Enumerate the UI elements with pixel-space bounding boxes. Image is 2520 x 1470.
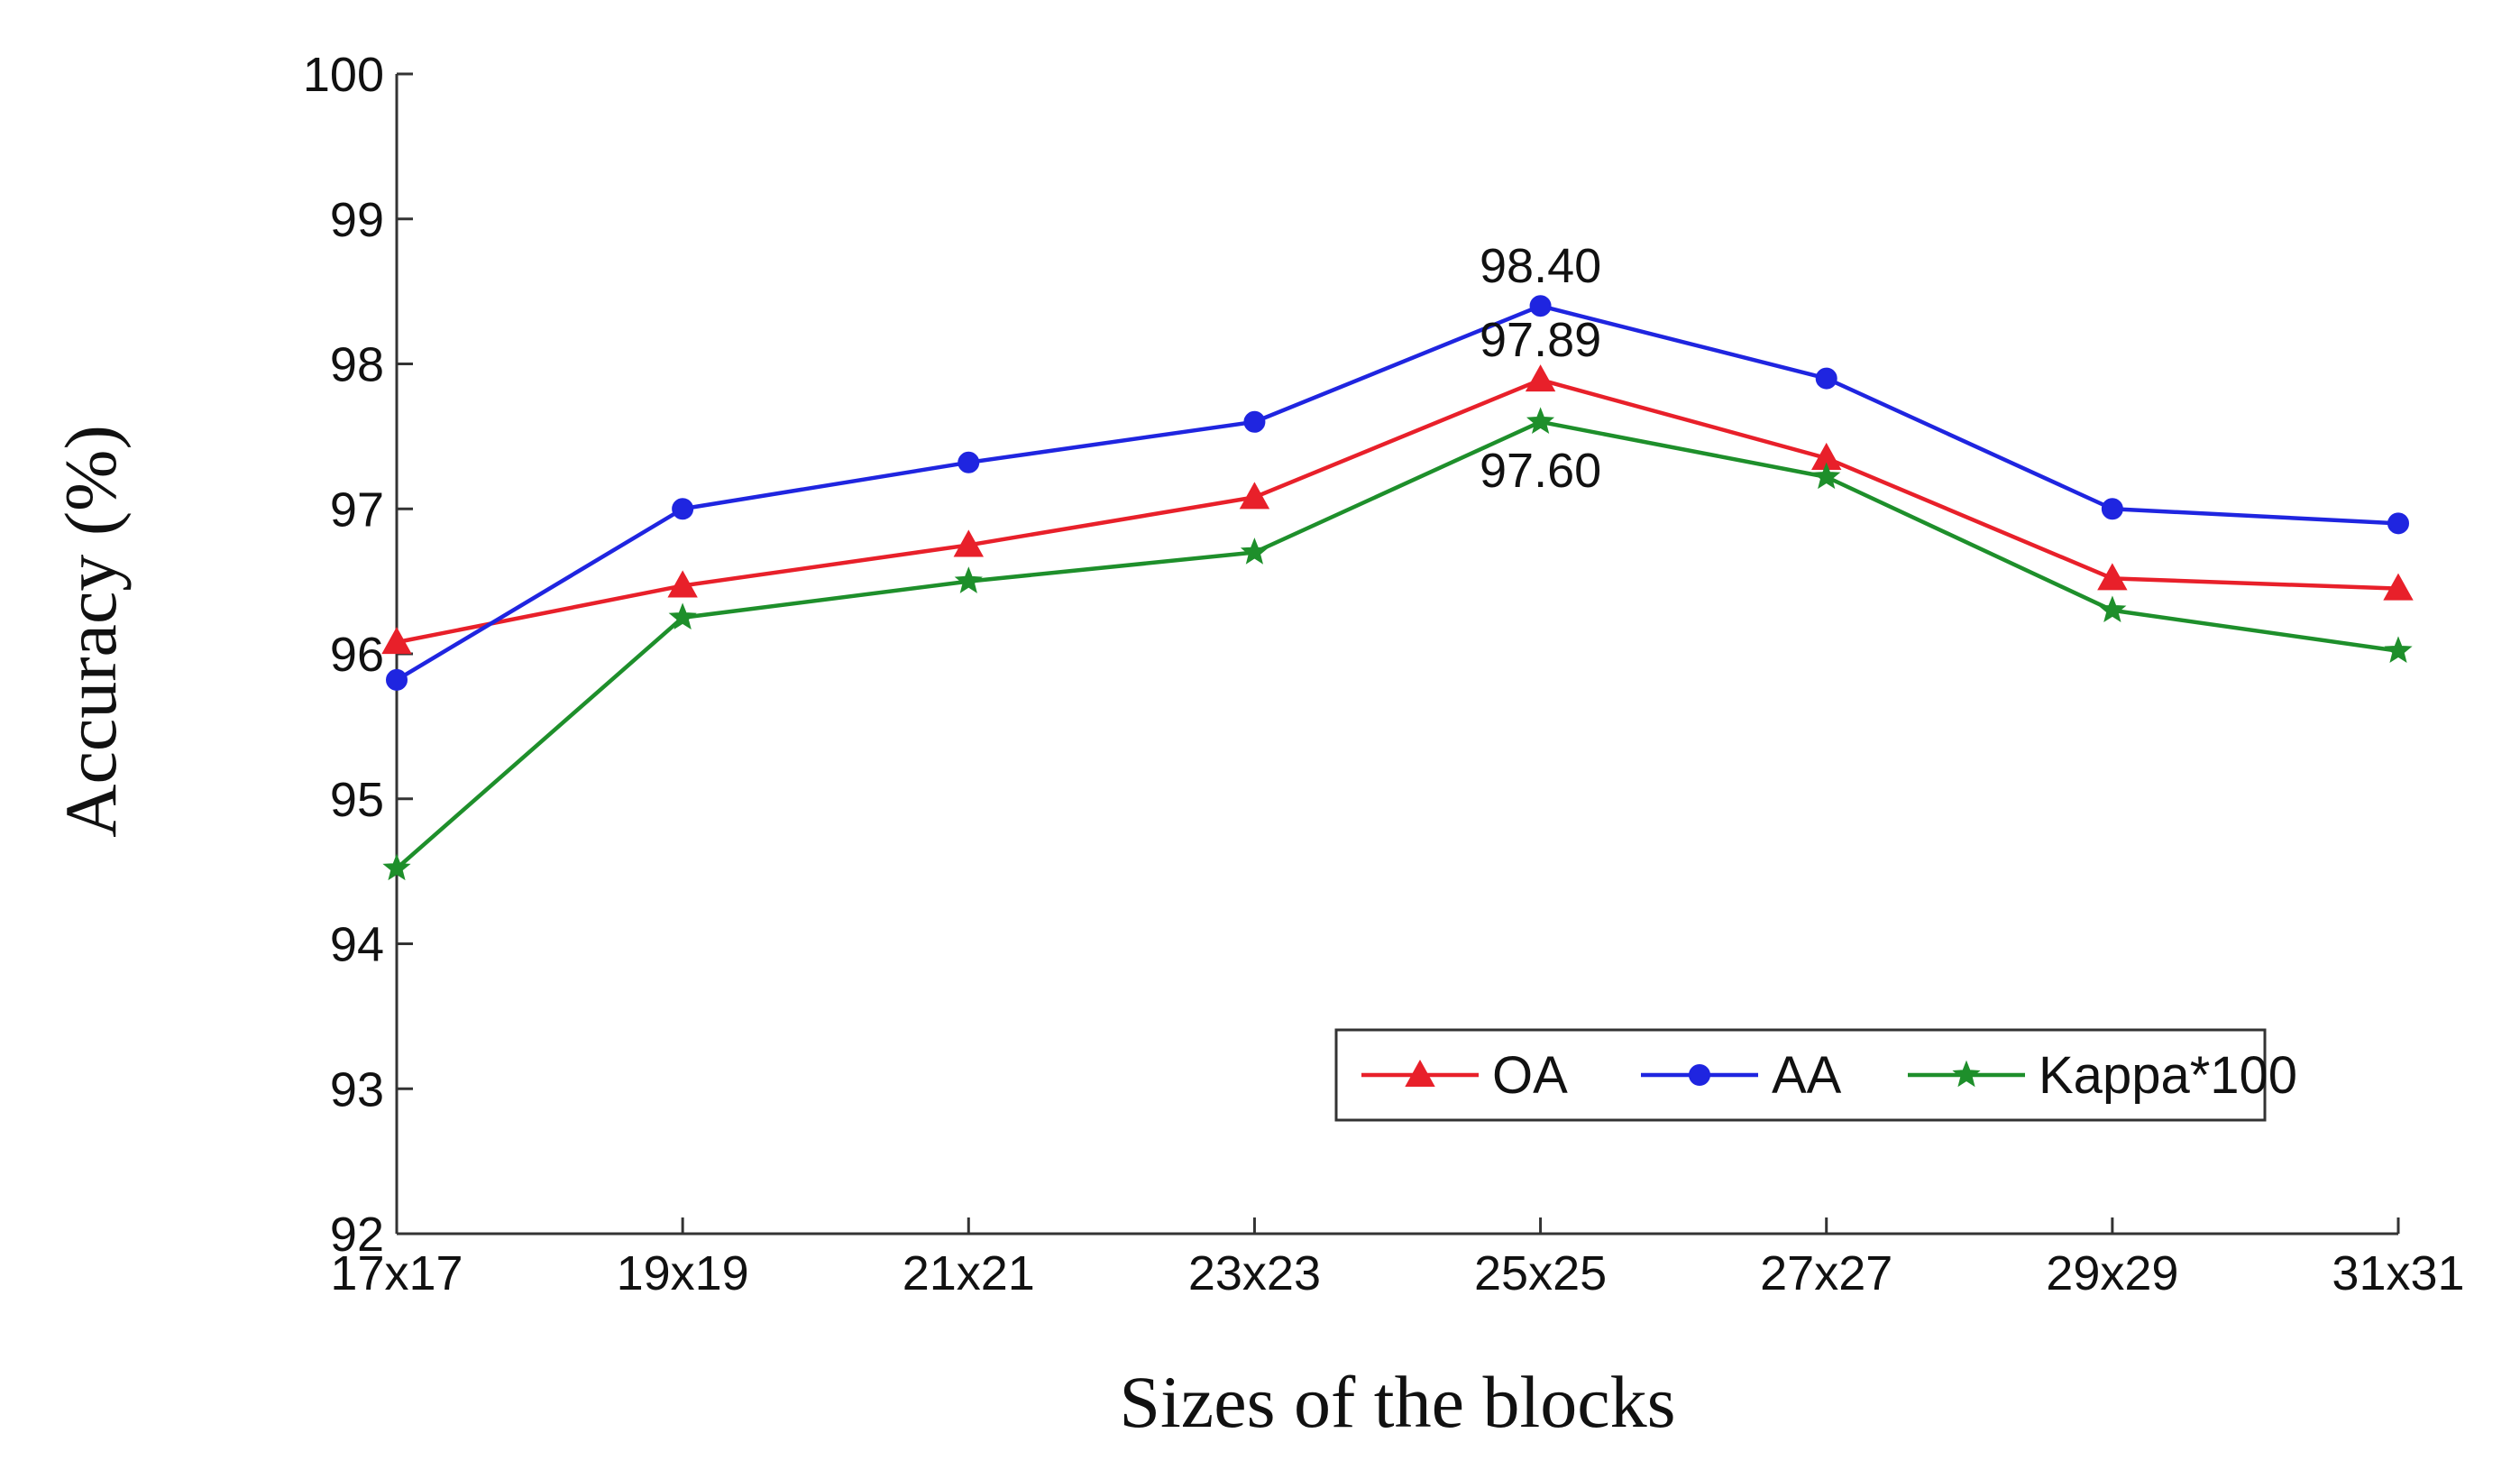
data-point	[1525, 364, 1556, 392]
data-point	[1529, 295, 1552, 317]
x-tick-label: 29x29	[2046, 1246, 2178, 1300]
y-tick-label: 92	[330, 1208, 384, 1262]
x-tick-label: 31x31	[2332, 1246, 2464, 1300]
legend-swatch-marker	[1952, 1060, 1981, 1088]
y-tick-label: 100	[303, 48, 384, 102]
series-line	[395, 303, 2399, 682]
legend-box	[1334, 1028, 2267, 1122]
data-point	[953, 529, 984, 557]
data-point	[2101, 498, 2123, 520]
data-label: 97.89	[1480, 313, 1601, 367]
x-tick-label: 21x21	[903, 1246, 1035, 1300]
data-label: 97.60	[1480, 444, 1601, 498]
data-point	[954, 566, 983, 593]
data-point	[382, 853, 411, 881]
data-point	[1243, 410, 1266, 433]
legend-swatch-marker	[1405, 1059, 1435, 1087]
y-axis-title: Accuracy (%)	[50, 425, 132, 838]
annotations: 98.40 97.89 97.60	[1480, 239, 1601, 498]
legend-label: OA	[1492, 1046, 1568, 1105]
x-tick-label: 23x23	[1188, 1246, 1321, 1300]
data-point	[1239, 482, 1270, 510]
x-axis-title: Sizes of the blocks	[1119, 1361, 1675, 1443]
series-aa	[386, 295, 2409, 691]
data-point	[2097, 563, 2128, 591]
legend-item: AA	[1641, 1046, 1842, 1105]
series-oa	[381, 364, 2414, 655]
y-tick-label: 99	[330, 193, 384, 247]
x-tick-label: 17x17	[330, 1246, 463, 1300]
series-kappa-100	[382, 407, 2413, 881]
data-point	[386, 668, 408, 691]
data-label: 98.40	[1480, 239, 1601, 293]
y-tick-label: 96	[330, 628, 384, 682]
data-point	[2383, 573, 2414, 601]
legend-item: OA	[1361, 1046, 1568, 1105]
x-tick-label: 25x25	[1474, 1246, 1607, 1300]
data-point	[2387, 512, 2409, 535]
legend-label: Kappa*100	[2039, 1046, 2297, 1105]
legend: OA AA Kappa*100	[1334, 1028, 2297, 1122]
data-point	[2098, 595, 2127, 623]
legend-swatch-marker	[1689, 1064, 1710, 1086]
data-point	[1526, 407, 1555, 435]
y-tick-label: 95	[330, 773, 384, 827]
legend-label: AA	[1772, 1046, 1842, 1105]
series-group	[381, 295, 2414, 881]
x-tick-label: 27x27	[1760, 1246, 1892, 1300]
data-point	[1812, 462, 1841, 490]
legend-item: Kappa*100	[1908, 1046, 2297, 1105]
series-line	[396, 377, 2399, 645]
data-point	[1815, 367, 1837, 390]
x-tick-label: 19x19	[617, 1246, 749, 1300]
y-tick-label: 98	[330, 338, 384, 392]
data-point	[2384, 636, 2413, 664]
data-point	[1240, 537, 1269, 565]
data-point	[381, 627, 412, 655]
y-tick-label: 94	[330, 918, 384, 972]
data-point	[668, 602, 697, 630]
y-tick-label: 97	[330, 482, 384, 537]
data-point	[667, 570, 698, 598]
series-line	[395, 419, 2399, 870]
data-point	[672, 498, 694, 520]
y-tick-label: 93	[330, 1062, 384, 1116]
axes: 92 93 94 95 96 97 98 99 100 17x17 19x19 21x21 23x23 2…	[303, 48, 2465, 1300]
data-point	[958, 451, 980, 473]
